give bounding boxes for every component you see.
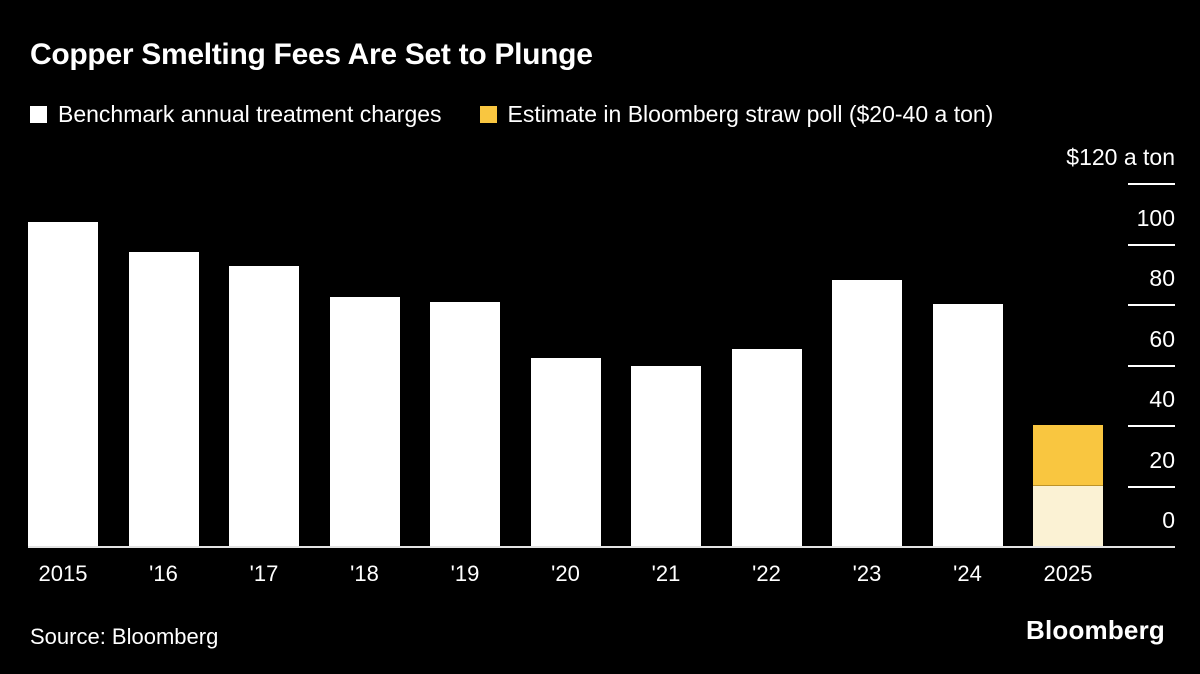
bar-16	[128, 251, 199, 546]
bar-18	[329, 297, 400, 546]
legend-label-benchmark: Benchmark annual treatment charges	[58, 101, 442, 127]
x-axis-label-22: '22	[752, 561, 781, 586]
bar-20	[530, 358, 601, 546]
y-axis-tick-120	[1128, 183, 1175, 185]
legend-label-estimate: Estimate in Bloomberg straw poll ($20-40…	[507, 101, 994, 127]
y-axis-tick-40	[1128, 425, 1175, 427]
legend-entry-estimate: Estimate in Bloomberg straw poll ($20-40…	[479, 101, 994, 128]
source-note: Source: Bloomberg	[30, 624, 219, 649]
y-axis-label-20: 20	[1149, 446, 1175, 473]
x-axis-label-2015: 2015	[38, 561, 88, 586]
benchmark-swatch-icon	[30, 106, 47, 123]
bar-2015	[28, 222, 98, 546]
x-axis-label-2025: 2025	[1043, 561, 1093, 586]
bloomberg-logo: Bloomberg	[1025, 615, 1165, 645]
estimate-bar-low-2025	[1033, 485, 1103, 546]
y-axis-tick-100	[1128, 243, 1175, 246]
bar-23	[832, 279, 902, 546]
y-axis-tick-20	[1128, 485, 1175, 488]
chart-title: Copper Smelting Fees Are Set to Plunge	[30, 38, 593, 71]
x-axis-label-18: '18	[350, 561, 379, 586]
x-axis-label-23: '23	[852, 561, 882, 586]
x-axis-label-16: '16	[149, 561, 178, 586]
bar-19	[430, 301, 500, 546]
y-axis-label-100: 100	[1136, 204, 1175, 231]
bar-24	[932, 304, 1003, 546]
x-axis-baseline	[28, 546, 1175, 548]
y-axis-tick-80	[1128, 304, 1175, 306]
y-axis-label-40: 40	[1149, 386, 1175, 412]
y-axis-tick-60	[1128, 364, 1175, 367]
y-axis-label-120: $120 a ton	[1066, 144, 1175, 170]
y-axis-label-0: 0	[1162, 507, 1175, 533]
bar-21	[631, 366, 701, 546]
x-axis-label-21: '21	[651, 561, 681, 586]
x-axis-label-24: '24	[953, 561, 982, 586]
y-axis-label-80: 80	[1149, 265, 1175, 291]
estimate-swatch-icon	[479, 106, 497, 123]
bar-17	[229, 266, 299, 546]
chart-legend: Benchmark annual treatment charges Estim…	[30, 101, 993, 128]
y-axis-label-60: 60	[1149, 325, 1175, 352]
bar-22	[731, 349, 802, 546]
x-axis-label-17: '17	[249, 561, 279, 586]
legend-entry-benchmark: Benchmark annual treatment charges	[30, 101, 442, 128]
estimate-bar-high-2025	[1033, 425, 1103, 486]
x-axis-label-20: '20	[551, 561, 580, 586]
x-axis-label-19: '19	[450, 561, 480, 586]
